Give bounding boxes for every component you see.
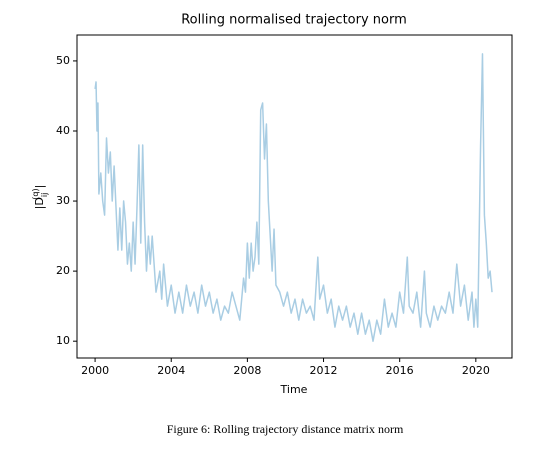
chart-title: Rolling normalised trajectory norm bbox=[181, 13, 407, 28]
y-label-part: (q) bbox=[31, 188, 40, 199]
x-tick-label: 2004 bbox=[157, 364, 185, 377]
x-axis-label: Time bbox=[280, 383, 308, 396]
x-tick-label: 2020 bbox=[462, 364, 490, 377]
y-tick-label: 40 bbox=[56, 124, 70, 137]
y-tick-label: 50 bbox=[56, 54, 70, 67]
y-axis-label: |Dij(q)| bbox=[31, 185, 49, 210]
x-tick-label: 2000 bbox=[81, 364, 109, 377]
y-label-part: |D bbox=[33, 197, 46, 209]
y-tick-label: 10 bbox=[56, 334, 70, 347]
y-tick-label: 20 bbox=[56, 264, 70, 277]
x-tick-label: 2012 bbox=[310, 364, 338, 377]
y-tick-label: 30 bbox=[56, 194, 70, 207]
x-tick-label: 2008 bbox=[233, 364, 261, 377]
x-tick-label: 2016 bbox=[386, 364, 414, 377]
plot-frame bbox=[76, 34, 513, 359]
figure-caption: Figure 6: Rolling trajectory distance ma… bbox=[167, 422, 404, 436]
y-label-part: | bbox=[33, 185, 46, 189]
y-label-part: ij bbox=[40, 193, 49, 197]
series-line bbox=[94, 53, 493, 342]
